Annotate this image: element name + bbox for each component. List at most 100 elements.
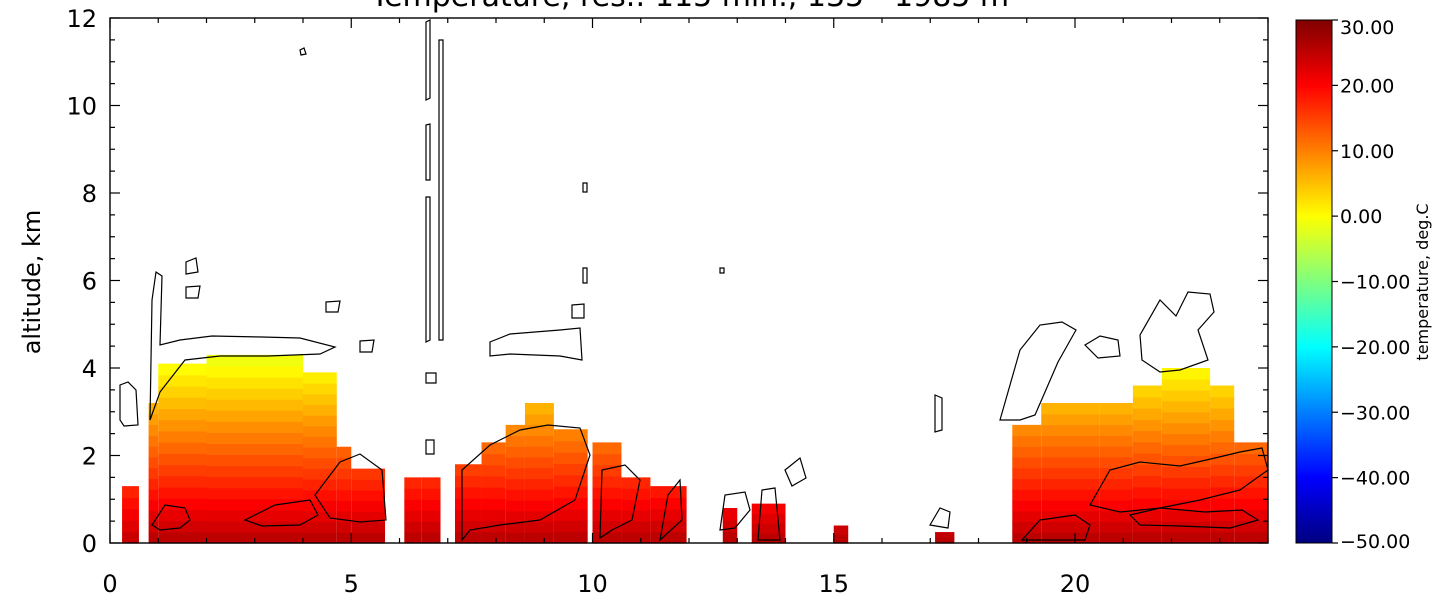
data-cell	[1132, 419, 1162, 432]
data-cell	[351, 489, 386, 502]
y-axis-title: altitude, km	[18, 210, 46, 355]
data-cell	[592, 520, 622, 533]
data-cell	[553, 474, 588, 487]
data-cell	[454, 486, 482, 499]
data-cell	[553, 452, 588, 464]
data-cell	[1099, 521, 1133, 533]
data-cell	[1012, 446, 1042, 458]
data-cell	[122, 497, 139, 510]
data-cell	[303, 532, 337, 544]
data-cell	[158, 386, 207, 398]
data-cell	[206, 377, 303, 389]
data-cell	[1161, 444, 1211, 457]
data-cell	[158, 464, 207, 477]
data-cell	[454, 509, 482, 522]
data-cell	[553, 497, 588, 510]
y-tick-label: 10	[66, 93, 97, 121]
data-cell	[454, 498, 482, 510]
data-cell	[351, 532, 386, 544]
data-cell	[404, 532, 422, 544]
x-tick-label: 10	[577, 570, 608, 598]
data-cell	[1210, 475, 1235, 488]
data-cell	[621, 499, 651, 511]
data-column	[1099, 403, 1133, 544]
data-column	[454, 464, 482, 544]
data-column	[481, 442, 506, 544]
data-cell	[481, 442, 506, 455]
data-cell	[1041, 532, 1100, 544]
data-cell	[158, 509, 207, 522]
data-cell	[505, 489, 525, 501]
data-cell	[303, 425, 337, 437]
colorbar-gradient	[1295, 19, 1333, 544]
data-cell	[158, 498, 207, 510]
data-column	[553, 429, 588, 544]
data-cell	[1012, 435, 1042, 447]
data-cell	[592, 531, 622, 544]
data-cell	[505, 500, 525, 512]
data-cell	[404, 488, 422, 500]
data-cell	[206, 421, 303, 433]
data-cell	[421, 510, 441, 522]
data-cell	[303, 457, 337, 469]
data-cell	[505, 467, 525, 480]
data-cell	[336, 457, 352, 469]
data-cell	[1041, 510, 1100, 523]
data-cell	[524, 499, 554, 512]
data-cell	[1041, 467, 1100, 479]
data-cell	[650, 486, 687, 499]
y-tick-label: 8	[82, 180, 97, 208]
data-cell	[481, 531, 506, 544]
data-cell	[553, 429, 588, 442]
data-cell	[1099, 510, 1133, 523]
data-cell	[1132, 385, 1162, 398]
data-cell	[1012, 478, 1042, 490]
data-cell	[158, 363, 207, 376]
data-cell	[524, 521, 554, 533]
data-cell	[1161, 411, 1211, 424]
data-cell	[1210, 385, 1235, 398]
data-cell	[122, 508, 139, 521]
data-cell	[148, 521, 159, 533]
colorbar-tick-label: 0.00	[1340, 206, 1382, 228]
data-cell	[1099, 499, 1133, 512]
data-cell	[1099, 403, 1133, 415]
data-cell	[421, 477, 441, 489]
data-cell	[505, 435, 525, 447]
data-cell	[303, 415, 337, 427]
data-cell	[1099, 435, 1133, 447]
data-cell	[1041, 413, 1100, 426]
data-cell	[621, 510, 651, 522]
colorbar: 30.00 20.00 10.00 0.00 −10.00 −20.00 −30.00 −40…	[1295, 17, 1432, 553]
data-cell	[722, 531, 738, 544]
data-cell	[481, 509, 506, 522]
data-cell	[1161, 477, 1211, 489]
data-cell	[421, 532, 441, 544]
x-axis: 0 5 10 15 20	[102, 18, 1269, 598]
data-cell	[524, 403, 554, 415]
data-column	[621, 477, 651, 544]
data-cell	[524, 456, 554, 469]
x-tick-label: 20	[1060, 570, 1091, 598]
data-column	[1234, 442, 1268, 544]
data-cell	[1234, 531, 1268, 544]
data-column	[650, 486, 687, 544]
data-cell	[553, 486, 588, 499]
data-cell	[1099, 446, 1133, 458]
y-tick-label: 0	[82, 530, 97, 558]
data-cell	[553, 531, 588, 544]
colorbar-tick-label: −20.00	[1340, 337, 1410, 359]
data-cell	[148, 499, 159, 512]
data-cell	[524, 467, 554, 479]
data-column	[1012, 424, 1042, 544]
data-cell	[1161, 378, 1211, 391]
data-cell	[206, 465, 303, 478]
data-cell	[1099, 467, 1133, 479]
data-cell	[1132, 498, 1162, 510]
data-cell	[336, 510, 352, 523]
data-cell	[505, 424, 525, 437]
data-cell	[206, 454, 303, 467]
data-cell	[148, 435, 159, 447]
data-cell	[1161, 466, 1211, 478]
data-cell	[454, 520, 482, 533]
